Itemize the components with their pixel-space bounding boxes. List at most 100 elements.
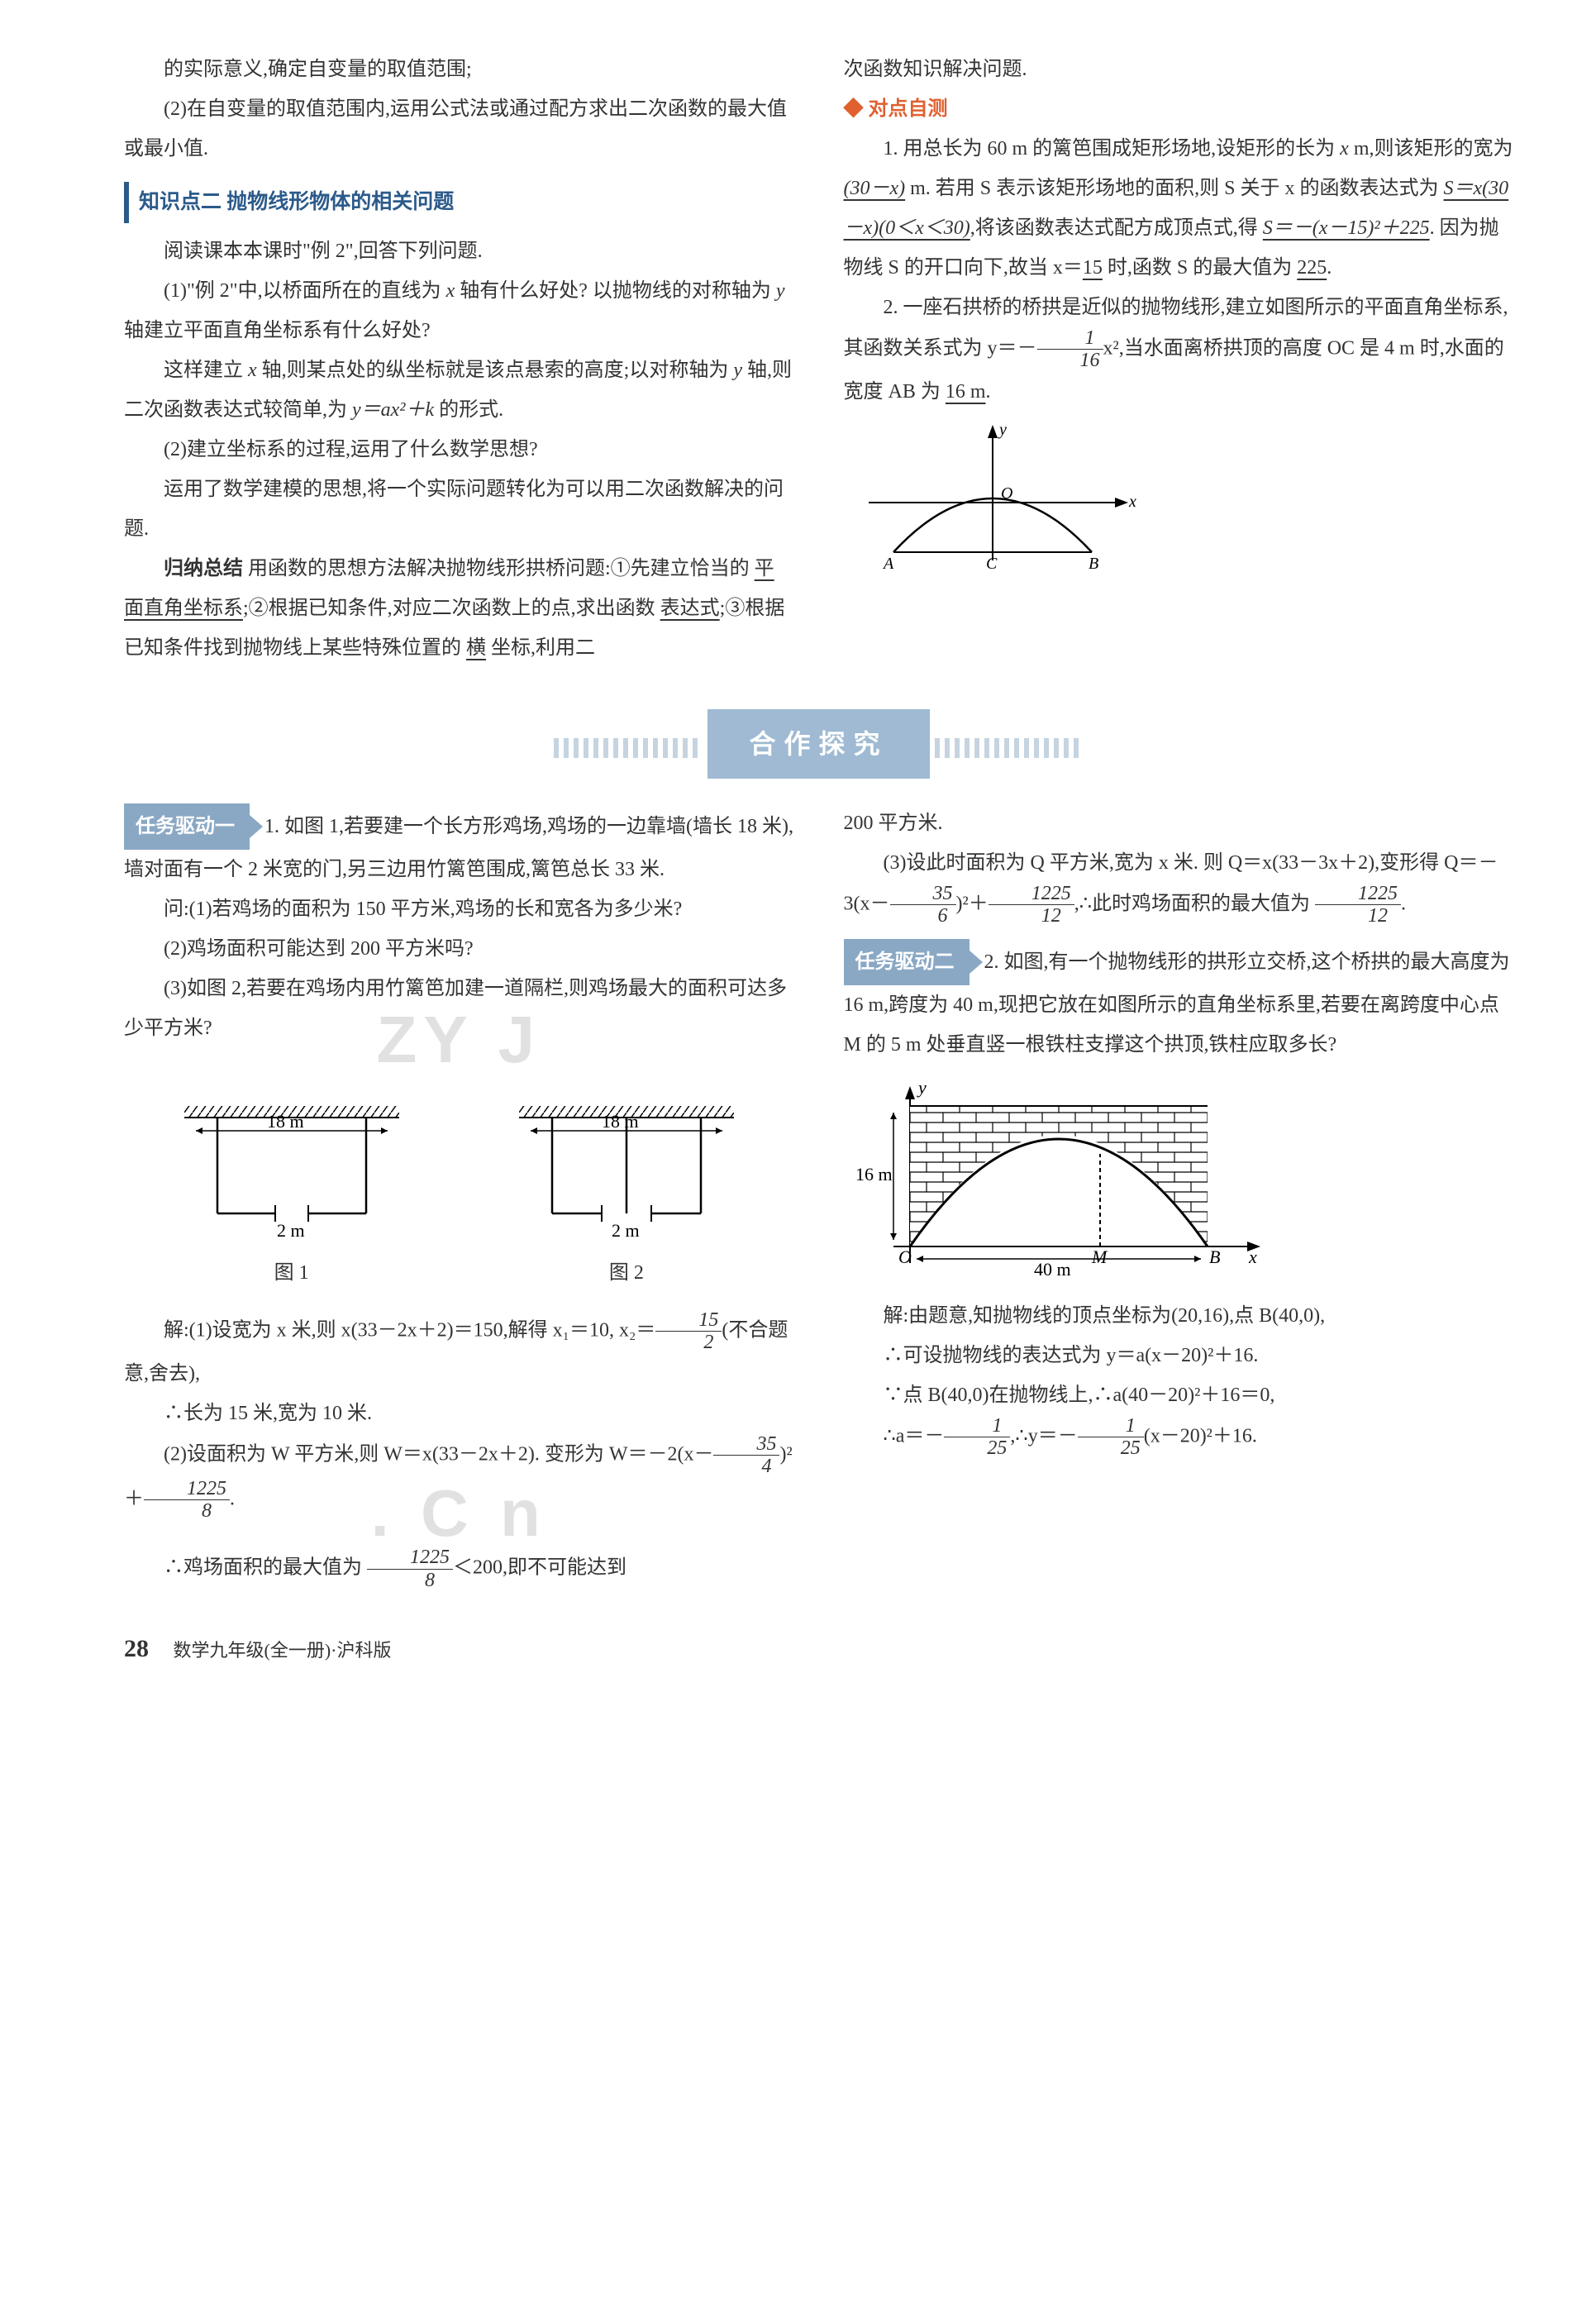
math-y: y: [776, 280, 785, 302]
fraction: 122512: [1315, 883, 1401, 927]
text: )²＋: [956, 893, 989, 914]
text: 的形式.: [434, 399, 503, 421]
text: 用函数的思想方法解决抛物线形拱桥问题:①先建立恰当的: [243, 558, 755, 579]
fraction: 12258: [367, 1547, 453, 1591]
math-y: y: [733, 360, 742, 381]
text: 轴建立平面直角坐标系有什么好处?: [124, 320, 431, 341]
h-label: 16 m: [855, 1164, 893, 1184]
left-column-bottom: 任务驱动一 1. 如图 1,若要建一个长方形鸡场,鸡场的一边靠墙(墙长 18 米…: [124, 803, 794, 1591]
text: 解:(1)设宽为 x 米,则 x(33－2x＋2)＝150,解得 x₁＝10, …: [164, 1319, 655, 1341]
solution: (2)设面积为 W 平方米,则 W＝x(33－2x＋2). 变形为 W＝－2(x…: [124, 1433, 794, 1523]
right-column-bottom: 200 平方米. (3)设此时面积为 Q 平方米,宽为 x 米. 则 Q＝x(3…: [844, 803, 1514, 1591]
figure-1: 18 m 2 m 图 1: [160, 1089, 424, 1293]
text: .: [1401, 893, 1406, 914]
text: 坐标,利用二: [486, 637, 595, 659]
numerator: 15: [655, 1309, 722, 1332]
right-column: 次函数知识解决问题. ◆ 对点自测 1. 用总长为 60 m 的篱笆围成矩形场地…: [844, 50, 1514, 668]
text: (x－20)²＋16.: [1144, 1425, 1257, 1447]
banner-title: 合作探究: [707, 709, 929, 779]
text: ∴鸡场面积的最大值为: [164, 1557, 367, 1579]
page-footer: 28 数学九年级(全一册)·沪科版: [124, 1624, 1513, 1674]
banner-stripe-right: [935, 738, 1084, 758]
text: .: [1327, 257, 1332, 279]
text: ＜200,即不可能达到: [453, 1557, 626, 1579]
para: 200 平方米.: [844, 803, 1514, 843]
denominator: 25: [944, 1437, 1010, 1459]
fraction: 125: [944, 1415, 1010, 1460]
text: (1)"例 2"中,以桥面所在的直线为: [164, 280, 446, 302]
numerator: 1225: [367, 1547, 453, 1569]
numerator: 35: [713, 1433, 779, 1456]
text: ,将该函数表达式配方成顶点式,得: [970, 217, 1263, 239]
self-test-label: ◆ 对点自测: [844, 89, 1514, 129]
text: ;②根据已知条件,对应二次函数上的点,求出函数: [243, 598, 660, 619]
solution: 解:由题意,知抛物线的顶点坐标为(20,16),点 B(40,0),: [844, 1296, 1514, 1336]
summary-label: 归纳总结: [164, 558, 243, 579]
fraction: 356: [890, 883, 956, 927]
label-x: x: [1128, 493, 1136, 511]
label-A: A: [882, 555, 894, 573]
task2: 任务驱动二 2. 如图,有一个抛物线形的拱形立交桥,这个桥拱的最大高度为 16 …: [844, 939, 1514, 1065]
para: 阅读课本本课时"例 2",回答下列问题.: [124, 231, 794, 271]
denominator: 8: [367, 1570, 453, 1591]
denominator: 4: [713, 1456, 779, 1477]
fraction: 122512: [989, 883, 1074, 927]
question-1: 1. 用总长为 60 m 的篱笆围成矩形场地,设矩形的长为 x m,则该矩形的宽…: [844, 129, 1514, 288]
solution: ∴a＝－125,∴y＝－125 (x－20)²＋16.: [844, 1415, 1514, 1460]
math-expr: y＝ax²＋k: [352, 399, 434, 421]
banner: 合作探究: [124, 709, 1513, 779]
fig2-caption: 图 2: [494, 1253, 759, 1293]
para: (2)建立坐标系的过程,运用了什么数学思想?: [124, 430, 794, 470]
task-badge-2: 任务驱动二: [844, 939, 970, 985]
label-O: O: [1001, 484, 1012, 503]
blank: 16 m: [946, 381, 986, 403]
fig1-caption: 图 1: [160, 1253, 424, 1293]
text: .: [230, 1488, 235, 1509]
bridge-figure: 16 m 40 m O B M x y: [844, 1073, 1514, 1288]
numerator: 1: [944, 1415, 1010, 1437]
bottom-section: 任务驱动一 1. 如图 1,若要建一个长方形鸡场,鸡场的一边靠墙(墙长 18 米…: [124, 803, 1513, 1591]
text: 这样建立: [164, 360, 248, 381]
solution: ∴鸡场面积的最大值为 12258＜200,即不可能达到: [124, 1547, 794, 1591]
numerator: 1225: [989, 883, 1074, 905]
para: (1)"例 2"中,以桥面所在的直线为 x 轴有什么好处? 以抛物线的对称轴为 …: [124, 271, 794, 350]
top-section: 的实际意义,确定自变量的取值范围; (2)在自变量的取值范围内,运用公式法或通过…: [124, 50, 1513, 668]
math-x: x: [248, 360, 257, 381]
para: (3)如图 2,若要在鸡场内用竹篱笆加建一道隔栏,则鸡场最大的面积可达多少平方米…: [124, 969, 794, 1048]
para: 次函数知识解决问题.: [844, 50, 1514, 89]
text: .: [986, 381, 991, 403]
fig1-svg: 18 m 2 m: [160, 1089, 424, 1246]
para: (2)鸡场面积可能达到 200 平方米吗?: [124, 929, 794, 969]
label-B: B: [1089, 555, 1098, 573]
blank: 横: [466, 637, 486, 659]
denominator: 6: [890, 905, 956, 927]
page-number: 28: [124, 1635, 149, 1662]
knowledge-point-2: 知识点二 抛物线形物体的相关问题: [124, 182, 794, 223]
blank: 15: [1083, 257, 1103, 279]
text: ∴a＝－: [884, 1425, 945, 1447]
question-2: 2. 一座石拱桥的桥拱是近似的抛物线形,建立如图所示的平面直角坐标系,其函数关系…: [844, 288, 1514, 412]
para: 的实际意义,确定自变量的取值范围;: [124, 50, 794, 89]
numerator: 1: [1037, 327, 1103, 350]
label-M: M: [1091, 1246, 1108, 1267]
text: m,则该矩形的宽为: [1349, 138, 1513, 160]
denominator: 12: [1315, 905, 1401, 927]
label-x: x: [1248, 1246, 1257, 1267]
text: ,∴y＝－: [1010, 1425, 1077, 1447]
blank: 表达式: [660, 598, 720, 619]
denominator: 16: [1037, 350, 1103, 371]
numerator: 1225: [1315, 883, 1401, 905]
text: (2)设面积为 W 平方米,则 W＝x(33－2x＋2). 变形为 W＝－2(x…: [164, 1443, 713, 1465]
para: 问:(1)若鸡场的面积为 150 平方米,鸡场的长和宽各为多少米?: [124, 889, 794, 929]
numerator: 1225: [144, 1478, 230, 1500]
gap-label: 2 m: [612, 1220, 640, 1241]
solution: ∵点 B(40,0)在抛物线上,∴a(40－20)²＋16＝0,: [844, 1375, 1514, 1415]
para: (2)在自变量的取值范围内,运用公式法或通过配方求出二次函数的最大值或最小值.: [124, 89, 794, 169]
fraction: 354: [713, 1433, 779, 1478]
task-badge-1: 任务驱动一: [124, 803, 250, 850]
left-column: 的实际意义,确定自变量的取值范围; (2)在自变量的取值范围内,运用公式法或通过…: [124, 50, 794, 668]
note: 运用了数学建模的思想,将一个实际问题转化为可以用二次函数解决的问题.: [124, 470, 794, 549]
math-x: x: [1340, 138, 1349, 160]
text: 1. 用总长为 60 m 的篱笆围成矩形场地,设矩形的长为: [884, 138, 1341, 160]
blank: S＝－(x－15)²＋225: [1263, 217, 1430, 239]
